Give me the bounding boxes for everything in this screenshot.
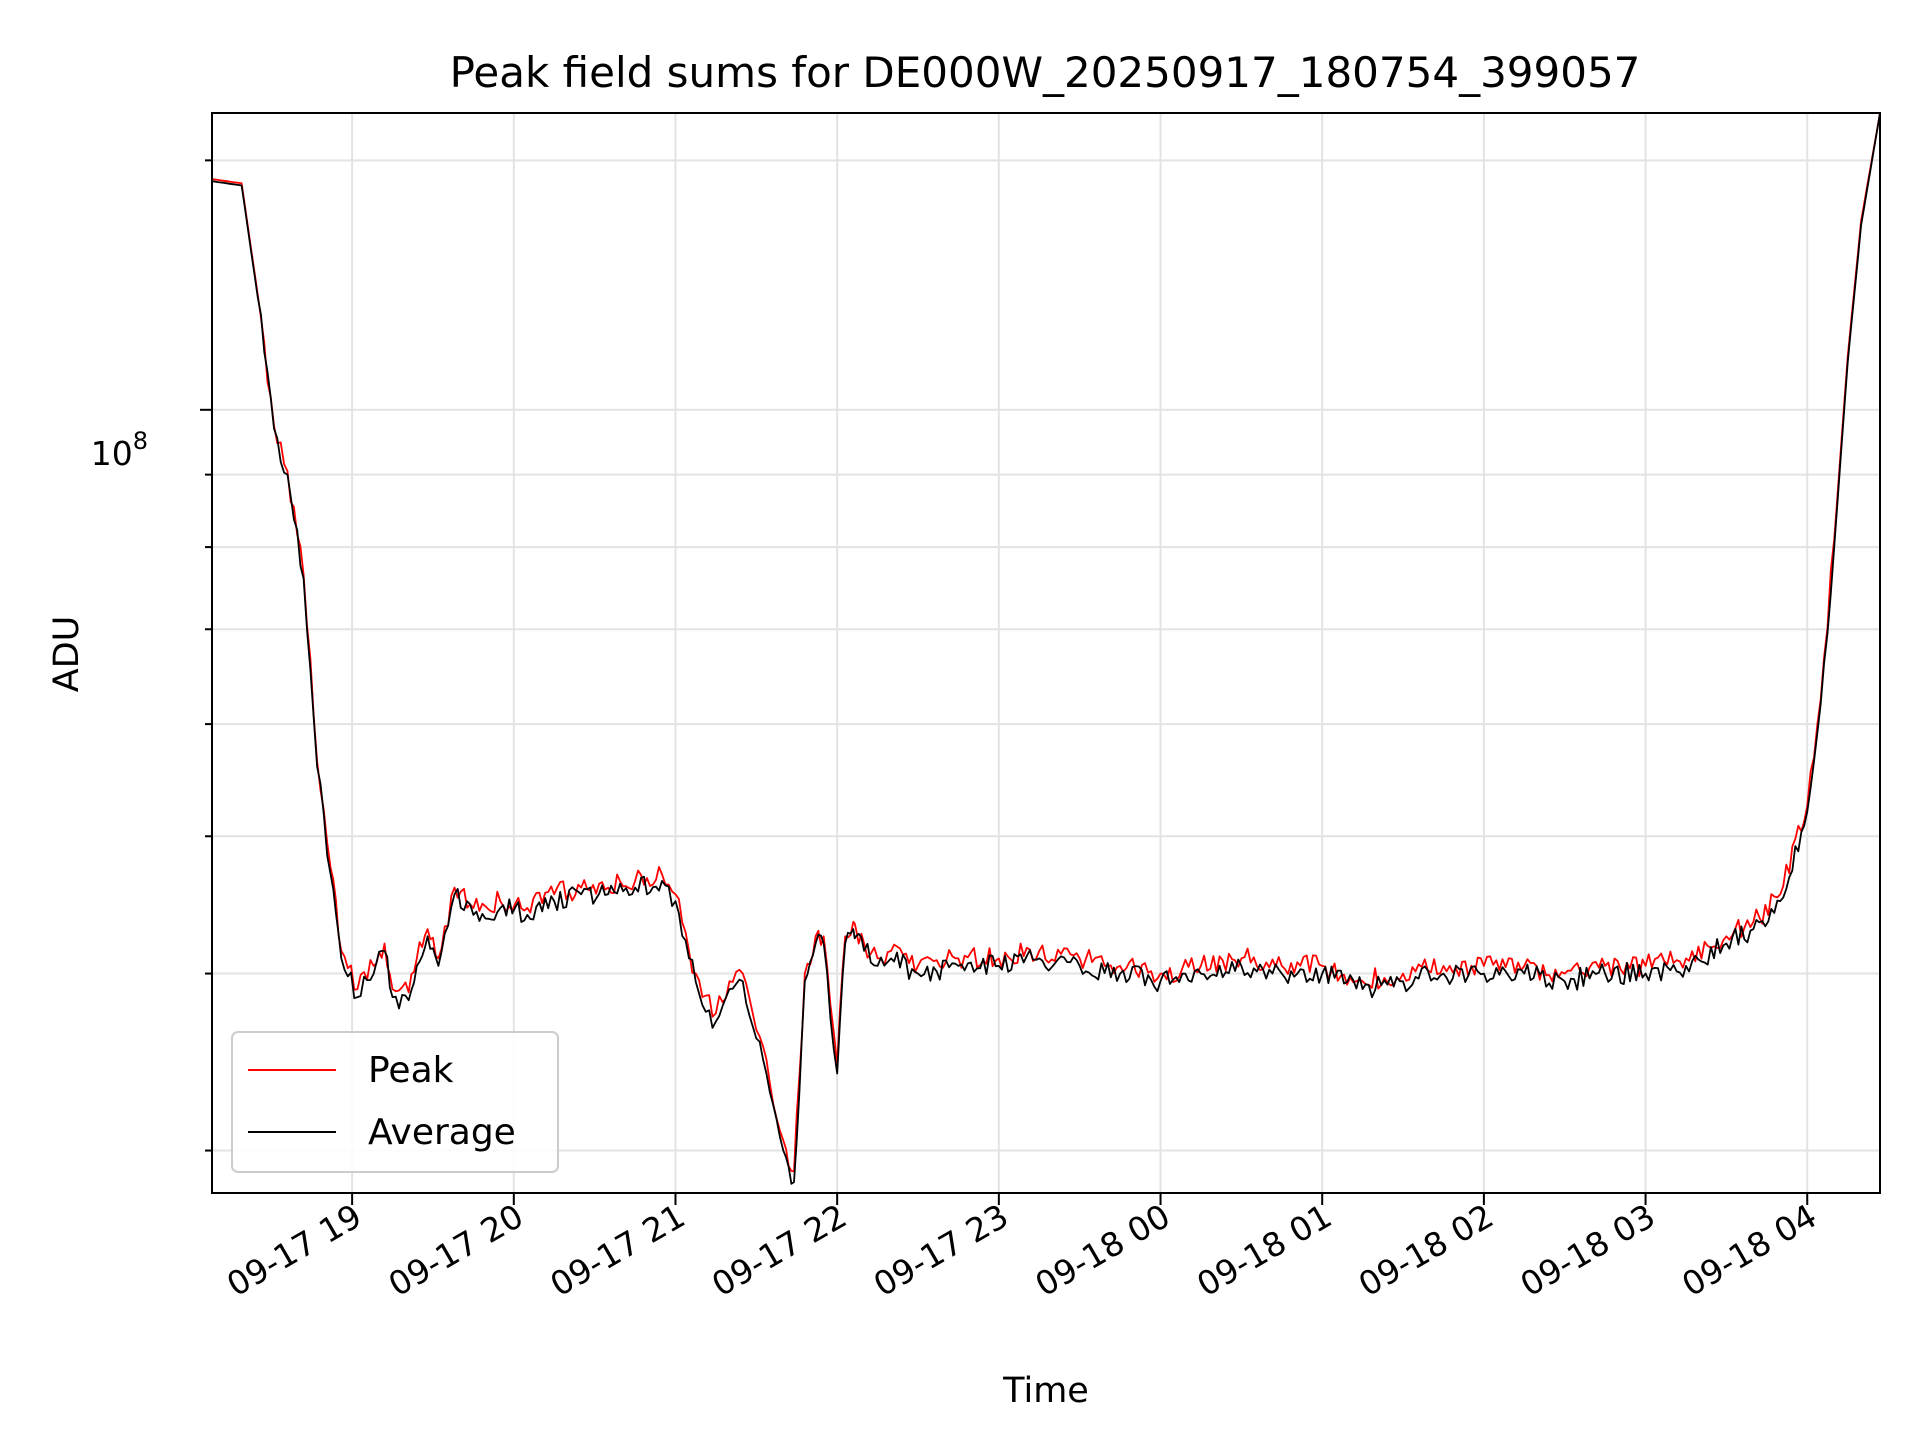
- series-line-peak: [211, 112, 1881, 1173]
- x-tick-label: 09-17 23: [867, 1196, 1015, 1304]
- plot-series: [211, 112, 1881, 1185]
- plot-frame: [211, 112, 1881, 1194]
- x-axis-label: Time: [1002, 1371, 1089, 1411]
- y-tick-label: 108: [91, 427, 148, 473]
- x-tick-label: 09-18 02: [1352, 1196, 1500, 1304]
- series-line-average: [211, 112, 1881, 1185]
- legend-label-average: Average: [368, 1112, 516, 1153]
- legend-label-peak: Peak: [368, 1050, 454, 1091]
- x-axis: 09-17 19 09-17 20 09-17 21 09-17 22 09-17 23…: [220, 1193, 1823, 1304]
- legend: Peak Average: [231, 1031, 559, 1173]
- x-tick-label: 09-18 03: [1514, 1196, 1662, 1304]
- x-tick-label: 09-18 00: [1029, 1196, 1177, 1304]
- x-tick-label: 09-17 22: [705, 1196, 853, 1304]
- x-tick-label: 09-18 04: [1675, 1196, 1823, 1304]
- y-axis-label: ADU: [47, 616, 87, 693]
- x-tick-label: 09-17 20: [382, 1196, 530, 1304]
- x-tick-label: 09-17 19: [220, 1196, 368, 1304]
- y-axis: 108: [91, 159, 212, 1152]
- x-tick-label: 09-18 01: [1190, 1196, 1338, 1304]
- legend-box: [231, 1031, 559, 1173]
- x-tick-label: 09-17 21: [543, 1196, 691, 1304]
- chart-title: Peak field sums for DE000W_20250917_1807…: [450, 48, 1641, 97]
